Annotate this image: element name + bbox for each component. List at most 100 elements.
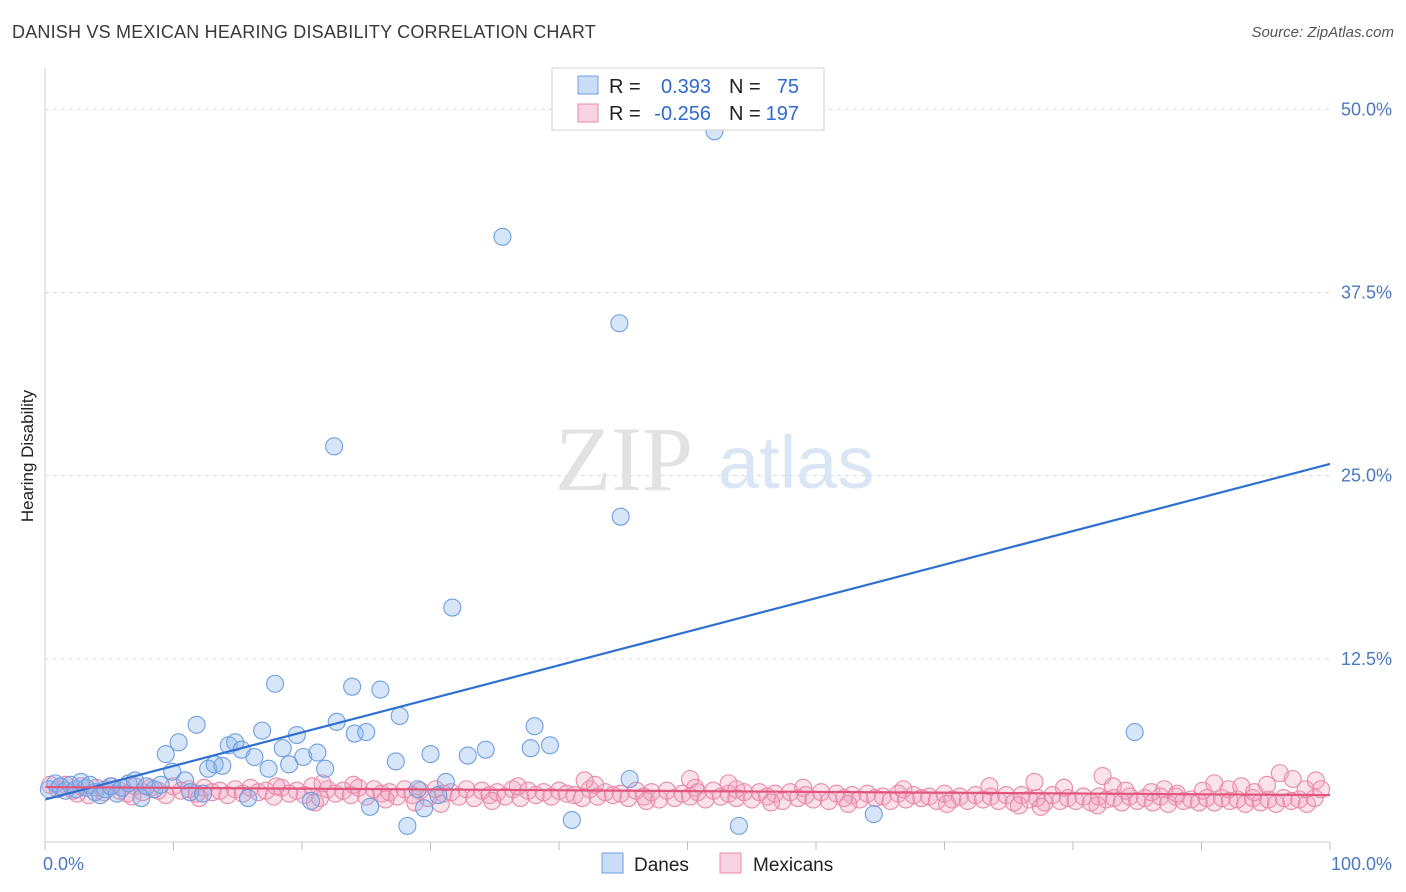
danes-point — [245, 747, 264, 767]
danes-point — [107, 784, 127, 803]
mexicans-point — [483, 791, 502, 811]
danes-point — [316, 759, 335, 778]
danes-point — [357, 723, 376, 742]
danes-point — [259, 759, 278, 778]
mexicans-point — [376, 790, 395, 809]
danes-point — [371, 680, 390, 699]
mexicans-point — [761, 793, 781, 812]
mexicans-point — [938, 794, 957, 813]
source-label: Source: ZipAtlas.com — [1251, 24, 1394, 41]
watermark-atlas: atlas — [718, 421, 874, 504]
mexicans-point — [1257, 775, 1277, 794]
legend-n-label-mexicans: N = — [729, 103, 761, 125]
danes-point — [525, 717, 544, 736]
danes-point — [238, 788, 258, 808]
mexicans-point — [267, 777, 286, 796]
danes-point — [194, 784, 213, 803]
chart-title: DANISH VS MEXICAN HEARING DISABILITY COR… — [12, 22, 596, 42]
mexicans-point — [406, 793, 425, 812]
danes-point — [729, 816, 748, 835]
y-tick-label: 12.5% — [1341, 649, 1392, 669]
mexicans-point — [1306, 771, 1325, 790]
mexicans-point — [1205, 774, 1224, 793]
danes-point — [343, 677, 362, 696]
mexicans-point — [1054, 778, 1074, 797]
danes-point — [611, 507, 630, 526]
x-tick-label: 0.0% — [43, 854, 84, 874]
y-tick-label: 25.0% — [1341, 466, 1392, 486]
y-tick-labels: 12.5% 25.0% 37.5% 50.0% — [1341, 99, 1392, 669]
danes-point — [521, 739, 540, 758]
legend-r-value-danes: 0.393 — [661, 76, 711, 98]
danes-point — [436, 772, 455, 791]
mexicans-point — [997, 786, 1016, 805]
mexicans-point — [894, 780, 913, 799]
mexicans-trend-line — [44, 785, 1331, 797]
mexicans-point — [1093, 767, 1112, 786]
mexicans-point — [642, 783, 661, 802]
legend-r-label-danes: R = — [609, 76, 641, 98]
danes-point — [253, 721, 272, 740]
danes-point — [1125, 723, 1144, 742]
x-tick-label: 100.0% — [1331, 854, 1392, 874]
y-tick-label: 50.0% — [1341, 99, 1392, 119]
mexicans-point — [637, 791, 656, 811]
danes-point — [151, 775, 170, 794]
series-legend-label-danes: Danes — [634, 855, 689, 876]
mexicans-point — [575, 771, 594, 790]
danes-point — [187, 715, 206, 734]
mexicans-point — [449, 787, 468, 806]
series-legend-swatch-danes — [601, 852, 624, 874]
danes-points — [39, 122, 1144, 835]
legend-r-label-mexicans: R = — [609, 103, 641, 125]
mexicans-point — [765, 784, 784, 803]
danes-point — [294, 747, 313, 767]
mexicans-point — [719, 774, 738, 793]
danes-point — [345, 724, 364, 743]
mexicans-point — [619, 788, 638, 808]
series-legend-swatch-mexicans — [719, 852, 742, 874]
legend-swatch-mexicans — [577, 103, 599, 123]
mexicans-point — [1283, 769, 1302, 789]
danes-point — [169, 733, 188, 752]
watermark-zip: ZIP — [555, 408, 693, 510]
y-tick-label: 37.5% — [1341, 282, 1392, 302]
legend-n-value-danes: 75 — [777, 76, 799, 98]
danes-point — [398, 816, 417, 835]
mexicans-point — [1088, 796, 1107, 815]
legend-r-value-mexicans: -0.256 — [654, 103, 711, 125]
mexicans-point — [1282, 791, 1301, 811]
danes-point — [562, 810, 581, 830]
mexicans-point — [980, 777, 999, 796]
danes-point — [265, 674, 285, 693]
mexicans-point — [1031, 797, 1050, 816]
y-axis-label: Hearing Disability — [18, 389, 37, 522]
danes-point — [620, 769, 639, 789]
stats-legend: R = 0.393 N = 75 R = -0.256 N = 197 — [551, 67, 825, 131]
legend-swatch-danes — [577, 75, 599, 95]
watermark: ZIP atlas — [555, 408, 874, 510]
danes-point — [421, 745, 440, 764]
mexicans-point — [313, 774, 332, 793]
danes-point — [273, 739, 292, 758]
mexicans-point — [1097, 790, 1116, 809]
danes-trend-line — [44, 462, 1331, 801]
danes-point — [132, 788, 151, 808]
mexicans-point — [1009, 796, 1029, 815]
series-legend-label-mexicans: Mexicans — [753, 855, 833, 876]
danes-point — [610, 314, 629, 333]
x-tick-labels: 0.0% 100.0% — [43, 854, 1392, 874]
danes-point — [476, 740, 495, 759]
mexicans-point — [344, 775, 363, 794]
mexicans-point — [1174, 791, 1193, 811]
danes-point — [864, 805, 883, 824]
mexicans-point — [388, 787, 407, 806]
legend-n-value-mexicans: 197 — [766, 103, 799, 125]
axes — [44, 68, 1331, 850]
danes-point — [156, 745, 175, 764]
mexicans-point — [866, 788, 885, 808]
danes-point — [540, 736, 560, 755]
mexicans-point — [172, 781, 191, 800]
mexicans-point — [839, 794, 858, 813]
